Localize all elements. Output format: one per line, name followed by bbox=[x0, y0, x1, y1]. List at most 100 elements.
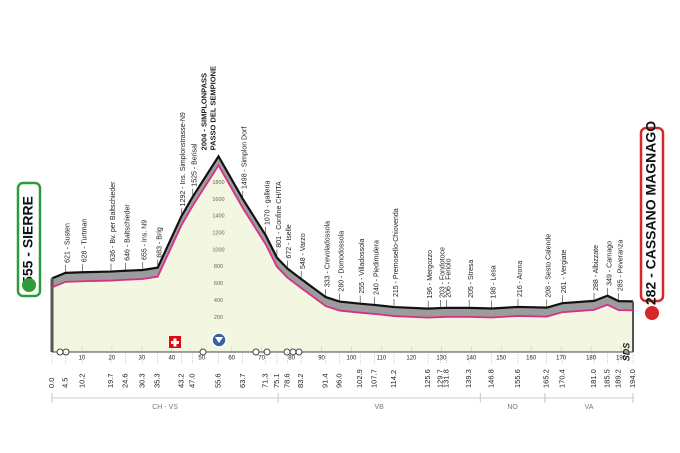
km-label: 102.9 bbox=[355, 369, 364, 388]
region-label: VB bbox=[375, 404, 385, 411]
y-tick-label: 200 bbox=[214, 315, 223, 321]
waypoint-label: 203 - Fondotoce bbox=[439, 247, 446, 298]
waypoint-label: 206 - Feriolo bbox=[446, 258, 453, 297]
x-tick-label: 80 bbox=[288, 356, 295, 362]
summit-label: PASSO DEL SEMPIONE bbox=[208, 66, 217, 150]
km-label: 155.6 bbox=[513, 369, 522, 388]
logo: SDS bbox=[621, 343, 631, 362]
x-tick-label: 50 bbox=[198, 356, 205, 362]
km-label: 63.7 bbox=[238, 373, 247, 388]
profile-band bbox=[52, 156, 633, 318]
start-icon bbox=[22, 278, 36, 292]
x-tick-label: 10 bbox=[79, 356, 86, 362]
x-tick-label: 30 bbox=[139, 356, 146, 362]
waypoint-label: 288 - Albizzate bbox=[593, 245, 600, 291]
km-label: 30.3 bbox=[138, 373, 147, 388]
km-label: 83.2 bbox=[296, 373, 305, 388]
x-tick-label: 190 bbox=[616, 356, 627, 362]
waypoint-label: 636 - Bv. per Baltschieder bbox=[110, 181, 117, 262]
waypoint-label: 280 - Domodossola bbox=[338, 231, 345, 292]
profile-ridge bbox=[51, 154, 634, 310]
km-label: 114.2 bbox=[389, 370, 398, 388]
km-label: 47.0 bbox=[188, 373, 197, 388]
finish-label: 282 - CASSANO MAGNAGO bbox=[643, 121, 659, 305]
km-label: 0.0 bbox=[47, 378, 56, 388]
swiss-cross bbox=[171, 338, 179, 347]
km-label: 75.1 bbox=[272, 373, 281, 388]
km-label: 19.7 bbox=[106, 373, 115, 388]
x-tick-label: 70 bbox=[258, 356, 265, 362]
waypoint-label: 349 - Carnago bbox=[606, 241, 613, 286]
region-label: NO bbox=[507, 404, 518, 411]
waypoint-label: 208 - Sesto Calende bbox=[546, 234, 553, 298]
x-tick-label: 60 bbox=[228, 356, 235, 362]
km-label: 24.6 bbox=[121, 373, 130, 388]
waypoint-label: 621 - Susten bbox=[64, 223, 71, 263]
x-tick-label: 180 bbox=[586, 356, 597, 362]
x-tick-label: 160 bbox=[526, 356, 537, 362]
x-tick-label: 20 bbox=[109, 356, 116, 362]
profile-fill bbox=[52, 165, 633, 352]
waypoint-label: 548 - Varzo bbox=[300, 233, 307, 269]
km-label: 91.4 bbox=[321, 373, 330, 388]
waypoint-label: 255 - Villadossola bbox=[359, 238, 366, 293]
y-tick-label: 800 bbox=[214, 264, 223, 270]
x-tick-label: 120 bbox=[406, 356, 417, 362]
waypoint-label: 198 - Lesa bbox=[490, 265, 497, 298]
start-label: 555 - SIERRE bbox=[20, 196, 36, 284]
km-label: 181.0 bbox=[589, 369, 598, 388]
km-label: 71.3 bbox=[261, 373, 270, 388]
waypoint-label: 285 - Peveranza bbox=[617, 240, 624, 291]
profile: 10 20 30 40 50 60 70 80 90 100 110 120 130 140 150 160 1… bbox=[50, 154, 634, 362]
x-tick-label: 130 bbox=[436, 356, 447, 362]
region-label: VA bbox=[585, 404, 594, 411]
waypoint-label: 1525 - Berisal bbox=[192, 143, 199, 187]
waypoint-label: 333 - Crevoladossola bbox=[325, 221, 332, 287]
y-tick-label: 400 bbox=[214, 298, 223, 304]
km-label: 10.2 bbox=[78, 373, 87, 388]
waypoint-label: 1292 - Ins. Simplonstrasse-N9 bbox=[180, 112, 187, 206]
km-label: 185.5 bbox=[603, 369, 612, 388]
km-label: 43.2 bbox=[176, 373, 185, 388]
waypoint-label: 240 - Piedimulera bbox=[373, 240, 380, 295]
x-tick-label: 110 bbox=[377, 356, 387, 362]
km-label: 35.3 bbox=[153, 373, 162, 388]
y-tick-label: 1200 bbox=[212, 231, 224, 237]
km-label: 170.4 bbox=[557, 369, 566, 388]
km-label: 189.2 bbox=[614, 369, 623, 388]
y-tick-label: 600 bbox=[214, 281, 223, 287]
y-tick-label: 1400 bbox=[212, 214, 224, 220]
x-tick-label: 90 bbox=[318, 356, 325, 362]
km-label: 165.2 bbox=[542, 369, 551, 388]
waypoint-label: 215 - Premosello-Chiovenda bbox=[393, 208, 400, 297]
waypoint-label: 1070 - galleria bbox=[264, 181, 271, 225]
km-label: 129.7 bbox=[435, 369, 444, 388]
x-tick-label: 40 bbox=[168, 356, 175, 362]
waypoint-label: 683 - Brig bbox=[157, 227, 164, 257]
x-tick-label: 150 bbox=[496, 356, 507, 362]
summit-arrow bbox=[215, 337, 223, 343]
profile-line bbox=[51, 163, 634, 319]
waypoint-label: 261 - Vergiate bbox=[561, 249, 568, 293]
km-label: 107.7 bbox=[370, 369, 379, 388]
start-badge bbox=[16, 181, 42, 298]
km-label: 131.8 bbox=[442, 369, 451, 388]
km-label: 146.8 bbox=[487, 369, 496, 388]
waypoint-label: 216 - Arona bbox=[517, 261, 524, 297]
y-tick-label: 1000 bbox=[212, 247, 224, 253]
waypoint-label: 646 - Baltschieder bbox=[125, 204, 132, 261]
waypoint-label: 672 - Iselle bbox=[286, 224, 293, 258]
waypoint-label: 655 - Ins. N9 bbox=[142, 220, 149, 260]
km-label: 194.0 bbox=[628, 369, 637, 388]
summit-label: 2004 - SIMPLONPASS bbox=[199, 73, 208, 150]
km-label: 55.6 bbox=[213, 373, 222, 388]
km-label: 96.0 bbox=[334, 373, 343, 388]
x-tick-label: 140 bbox=[466, 356, 477, 362]
waypoint-label: 801 - Confine CH/ITA bbox=[276, 181, 283, 248]
finish-icon bbox=[645, 306, 659, 320]
km-label: 139.3 bbox=[464, 369, 473, 388]
service-icons bbox=[56, 348, 303, 356]
km-label: 78.6 bbox=[282, 373, 291, 388]
km-label: 4.5 bbox=[60, 378, 69, 388]
